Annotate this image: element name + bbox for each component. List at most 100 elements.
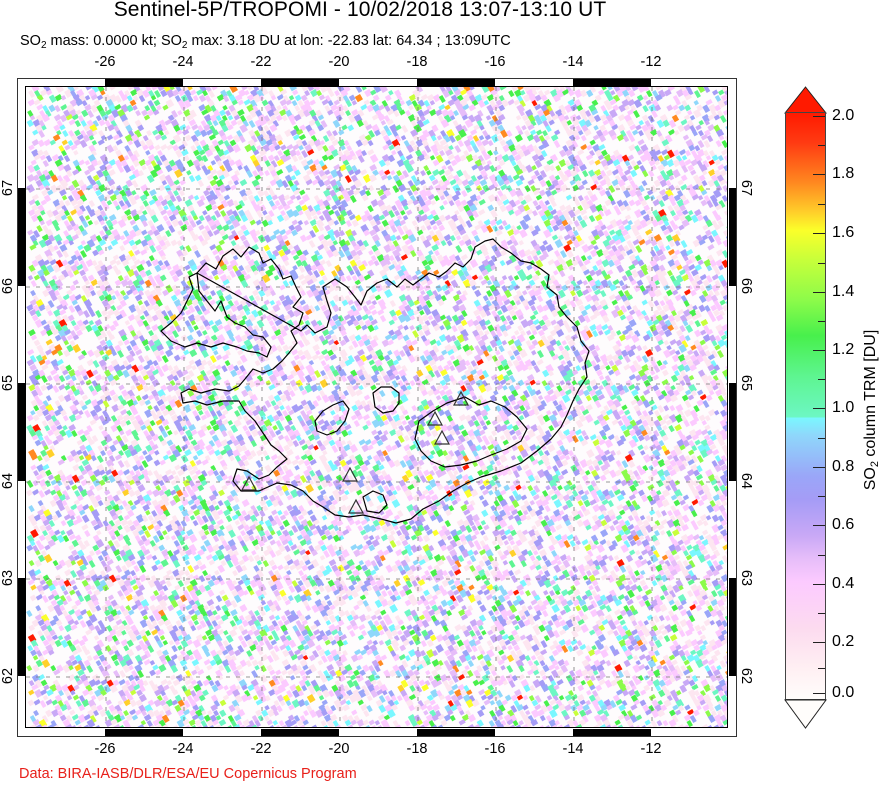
volcano-triangle-icon — [347, 498, 365, 514]
glacier-langjokull — [314, 400, 350, 436]
colorbar-major-tick — [813, 292, 825, 293]
longitude-label: -26 — [94, 741, 116, 757]
map-plot-area[interactable] — [25, 86, 728, 728]
colorbar — [785, 112, 826, 700]
colorbar-major-tick — [813, 642, 825, 643]
colorbar-tick-label: 0.2 — [832, 633, 855, 650]
longitude-label: -14 — [562, 741, 584, 757]
latitude-label: 63 — [0, 569, 16, 587]
scale-bar-segment — [729, 578, 736, 676]
longitude-label: -16 — [484, 54, 506, 70]
so2-summary: SO2 mass: 0.0000 kt; SO2 max: 3.18 DU at… — [20, 33, 511, 51]
colorbar-major-tick — [813, 584, 825, 585]
colorbar-major-tick — [813, 525, 825, 526]
scale-bar-segment — [18, 188, 25, 286]
longitude-label: -24 — [172, 54, 194, 70]
colorbar-minor-tick — [818, 555, 825, 556]
longitude-label: -22 — [250, 741, 272, 757]
scale-bar-segment — [573, 729, 651, 736]
so2-label: SO — [160, 33, 182, 49]
latitude-label: 67 — [0, 179, 16, 197]
glacier-hofsjokull — [372, 386, 400, 414]
colorbar-title-units: column TRM [DU] — [862, 329, 879, 462]
scale-bar-segment — [729, 188, 736, 286]
latitude-label: 64 — [738, 472, 754, 490]
scale-bar-segment — [729, 383, 736, 481]
latitude-label: 63 — [738, 569, 754, 587]
colorbar-major-tick — [813, 350, 825, 351]
volcano-markers — [240, 390, 470, 514]
latitude-label: 66 — [738, 277, 754, 295]
colorbar-major-tick — [813, 174, 825, 175]
colorbar-tick-label: 0.6 — [832, 516, 855, 533]
so2-subscript: 2 — [40, 40, 47, 51]
longitude-label: -26 — [94, 54, 116, 70]
colorbar-tick-label: 1.4 — [832, 283, 855, 300]
volcano-triangle-icon — [341, 466, 359, 482]
coastline-westfjords — [160, 272, 272, 358]
colorbar-minor-tick — [818, 438, 825, 439]
colorbar-major-tick — [813, 233, 825, 234]
scale-bar-segment — [105, 729, 183, 736]
so2-map — [26, 87, 727, 727]
volcano-triangle-icon — [240, 475, 258, 491]
latitude-label: 62 — [738, 667, 754, 685]
longitude-label: -18 — [406, 54, 428, 70]
scale-bar-segment — [18, 383, 25, 481]
so2-max-text: max: 3.18 DU at lon: -22.83 lat: 64.34 ;… — [187, 33, 511, 49]
latitude-label: 67 — [738, 179, 754, 197]
so2-pixel-layer — [26, 87, 727, 727]
scale-bar-segment — [261, 79, 339, 86]
colorbar-title-so2: SO — [862, 467, 879, 491]
volcano-triangle-icon — [426, 410, 444, 426]
so2-subscript: 2 — [181, 40, 188, 51]
colorbar-major-tick — [813, 693, 825, 694]
colorbar-minor-tick — [818, 204, 825, 205]
colorbar-tick-label: 2.0 — [832, 107, 855, 124]
latitude-label: 64 — [0, 472, 16, 490]
scale-bar-segment — [261, 729, 339, 736]
colorbar-minor-tick — [818, 668, 825, 669]
longitude-label: -20 — [328, 54, 350, 70]
colorbar-title: SO2 column TRM [DU] — [862, 329, 881, 491]
colorbar-over-triangle — [784, 86, 827, 114]
graticule — [26, 87, 727, 727]
colorbar-tick-label: 1.0 — [832, 399, 855, 416]
colorbar-major-tick — [813, 116, 825, 117]
map-title: Sentinel-5P/TROPOMI - 10/02/2018 13:07-1… — [113, 0, 607, 21]
latitude-label: 62 — [0, 667, 16, 685]
longitude-label: -14 — [562, 54, 584, 70]
volcano-triangle-icon — [452, 390, 470, 406]
so2-mass-text: mass: 0.0000 kt; — [46, 33, 161, 49]
scale-bar-segment — [417, 79, 495, 86]
iceland-coastline — [160, 238, 590, 524]
colorbar-major-tick — [813, 408, 825, 409]
scale-bar-segment — [417, 729, 495, 736]
longitude-label: -12 — [640, 54, 662, 70]
colorbar-minor-tick — [818, 263, 825, 264]
colorbar-tick-label: 0.8 — [832, 458, 855, 475]
colorbar-major-tick — [813, 467, 825, 468]
colorbar-tick-label: 1.2 — [832, 341, 855, 358]
latitude-label: 66 — [0, 277, 16, 295]
colorbar-title-subscript: 2 — [869, 461, 881, 468]
glacier-myrdalsjokull — [362, 490, 388, 514]
data-credit: Data: BIRA-IASB/DLR/ESA/EU Copernicus Pr… — [19, 766, 357, 782]
scale-bar-segment — [573, 79, 651, 86]
colorbar-minor-tick — [818, 321, 825, 322]
colorbar-under-triangle — [784, 699, 827, 729]
volcano-triangle-icon — [433, 429, 451, 445]
colorbar-tick-label: 1.8 — [832, 165, 855, 182]
glacier-vatnajokull — [414, 396, 528, 468]
colorbar-minor-tick — [818, 496, 825, 497]
longitude-label: -18 — [406, 741, 428, 757]
colorbar-tick-label: 0.4 — [832, 575, 855, 592]
latitude-label: 65 — [0, 374, 16, 392]
colorbar-tick-label: 0.0 — [832, 684, 855, 701]
colorbar-minor-tick — [818, 613, 825, 614]
longitude-label: -12 — [640, 741, 662, 757]
longitude-label: -24 — [172, 741, 194, 757]
latitude-label: 65 — [738, 374, 754, 392]
longitude-label: -20 — [328, 741, 350, 757]
coastline-mainland — [180, 238, 590, 524]
